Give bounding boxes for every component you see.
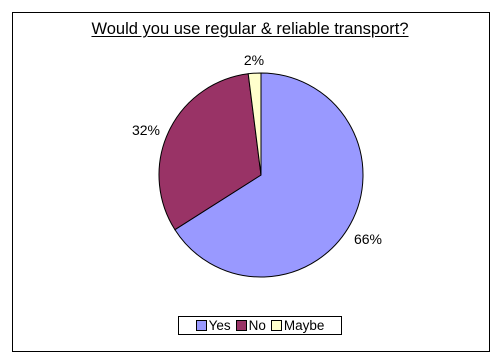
legend-item-no: No <box>235 318 266 333</box>
legend-swatch-maybe <box>270 320 282 331</box>
chart-title-text: Would you use regular & reliable transpo… <box>91 20 409 38</box>
chart-legend: Yes No Maybe <box>178 316 342 335</box>
chart-title: Would you use regular & reliable transpo… <box>0 20 500 39</box>
legend-label-maybe: Maybe <box>283 318 325 333</box>
pie-slice-maybe <box>247 72 262 176</box>
data-label-no: 32% <box>132 122 160 138</box>
legend-label-yes: Yes <box>208 318 231 333</box>
data-label-maybe: 2% <box>244 52 264 68</box>
pie-slice-yes <box>174 72 364 278</box>
pie-slice-no <box>158 73 262 231</box>
legend-swatch-yes <box>195 320 207 331</box>
legend-item-yes: Yes <box>195 318 231 333</box>
pie-chart: 66% 32% 2% <box>132 52 382 278</box>
legend-swatch-no <box>235 320 247 331</box>
data-label-yes: 66% <box>354 231 382 247</box>
legend-item-maybe: Maybe <box>270 318 325 333</box>
legend-label-no: No <box>248 318 266 333</box>
